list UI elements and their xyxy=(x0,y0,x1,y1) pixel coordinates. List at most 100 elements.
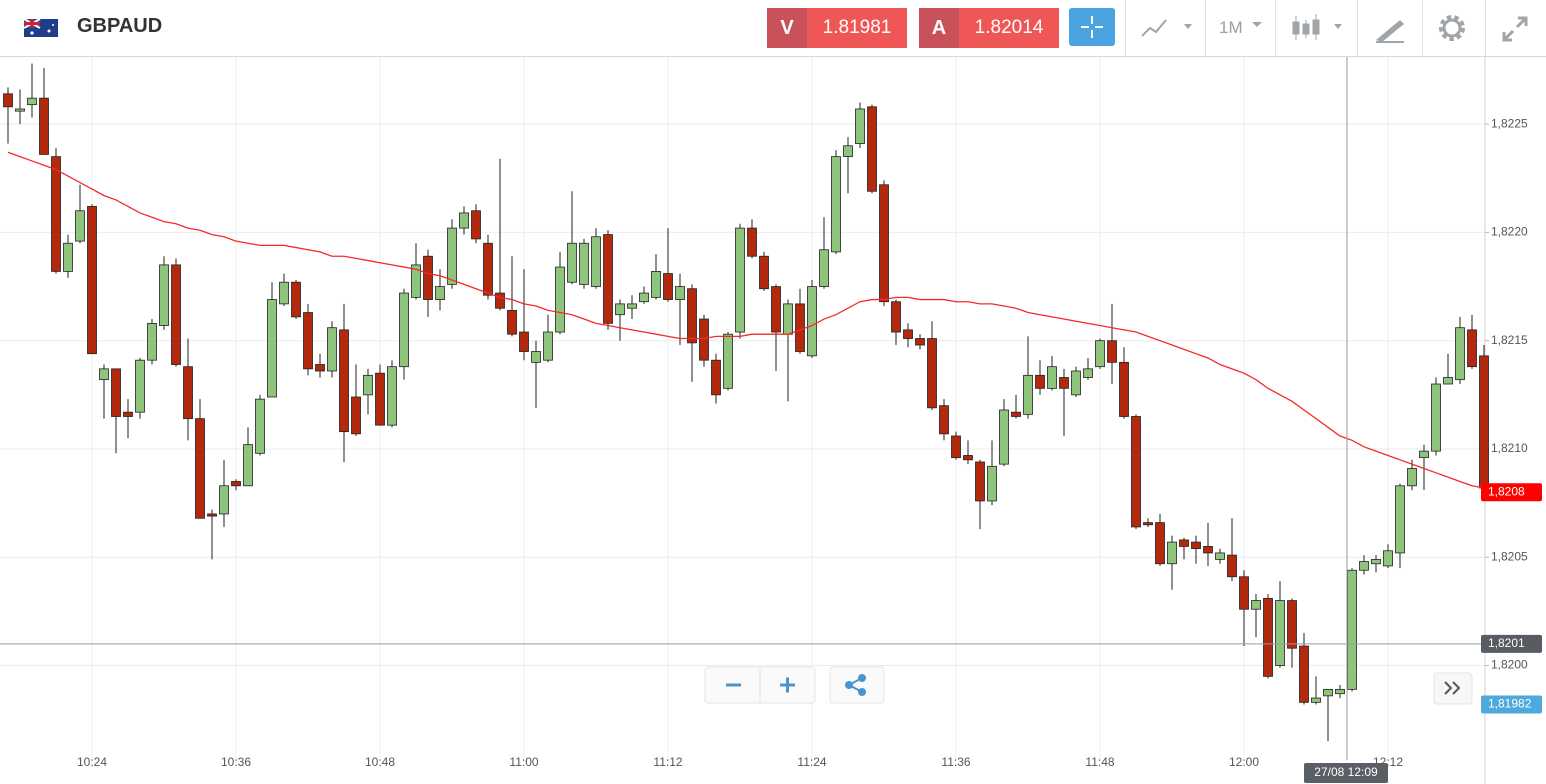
candle-body xyxy=(447,227,457,285)
candle-body xyxy=(843,145,853,158)
y-tick-label: 1,8215 xyxy=(1491,333,1528,347)
separator xyxy=(1125,0,1126,56)
candle-body xyxy=(111,368,121,417)
candle-body xyxy=(1383,550,1393,567)
candle-body xyxy=(1239,576,1249,610)
candle-body xyxy=(987,465,997,502)
settings-button[interactable] xyxy=(1437,13,1467,43)
candle-body xyxy=(339,329,349,433)
fullscreen-button[interactable] xyxy=(1500,14,1530,44)
candle-body xyxy=(1059,377,1069,389)
symbol: GBPAUD xyxy=(77,15,163,37)
candle-body xyxy=(963,455,973,461)
candle-body xyxy=(1131,416,1141,528)
buy-price: 1.82014 xyxy=(959,8,1059,48)
candle-body xyxy=(1407,468,1417,487)
candle-body xyxy=(75,210,85,242)
candle-body xyxy=(87,206,97,355)
price-badge xyxy=(1481,634,1542,653)
y-tick-label: 1,8225 xyxy=(1491,116,1528,130)
y-tick-label: 1,8200 xyxy=(1491,658,1528,672)
candle-body xyxy=(15,108,25,112)
x-tick-label: 10:36 xyxy=(221,755,251,769)
candle-body xyxy=(207,513,217,517)
y-tick-label: 1,8205 xyxy=(1491,549,1528,563)
candle-body xyxy=(231,481,241,487)
candle-body xyxy=(531,351,541,363)
separator xyxy=(1205,0,1206,56)
zoom-controls xyxy=(704,666,1473,705)
candle-body xyxy=(675,286,685,300)
candle-body xyxy=(1071,370,1081,396)
candle-body xyxy=(255,398,265,454)
x-tick-label: 11:00 xyxy=(509,755,538,769)
candle-body xyxy=(759,255,769,290)
scroll-right-button[interactable] xyxy=(1433,672,1473,705)
buy-button[interactable]: A 1.82014 xyxy=(919,8,1059,48)
candle-style-button[interactable] xyxy=(1290,12,1346,44)
crosshair-time-badge xyxy=(1304,763,1388,783)
candle-body xyxy=(1215,552,1225,560)
y-tick-label: 1,8210 xyxy=(1491,441,1528,455)
candle-body xyxy=(1023,374,1033,415)
price-badge-label: 1,8201 xyxy=(1488,636,1525,650)
crosshair-button[interactable] xyxy=(1069,8,1115,46)
timeframe-button[interactable]: 1M xyxy=(1219,18,1243,37)
candle-body xyxy=(795,303,805,352)
candle-body xyxy=(951,435,961,459)
candle-body xyxy=(1395,485,1405,554)
candle-body xyxy=(1107,340,1117,363)
candle-body xyxy=(1167,541,1177,565)
candle-body xyxy=(147,322,157,361)
price-badge-label: 1,81982 xyxy=(1488,697,1532,711)
candle-body xyxy=(123,411,133,417)
zoom-in-button[interactable] xyxy=(780,677,795,693)
chart-type-button[interactable] xyxy=(1140,16,1194,42)
sell-label: V xyxy=(767,8,807,48)
price-badge xyxy=(1481,483,1542,502)
drawing-tools-button[interactable] xyxy=(1374,14,1406,44)
candle-body xyxy=(291,281,301,318)
candle-body xyxy=(1359,561,1369,571)
x-tick-label: 11:12 xyxy=(653,755,682,769)
candle-body xyxy=(1143,522,1153,526)
candle-body xyxy=(1227,554,1237,578)
candle-body xyxy=(591,236,601,287)
candle-body xyxy=(411,264,421,298)
candle-body xyxy=(1479,355,1489,489)
share-button[interactable] xyxy=(829,666,885,704)
candle-body xyxy=(519,331,529,352)
candle-body xyxy=(1299,645,1309,703)
price-badge-label: 1,8208 xyxy=(1488,484,1525,498)
candle-body xyxy=(1287,600,1297,649)
candle-body xyxy=(459,212,469,229)
candle-body xyxy=(303,312,313,370)
candle-body xyxy=(627,303,637,309)
price-badge xyxy=(1481,695,1542,714)
candle-body xyxy=(1035,374,1045,389)
candle-body xyxy=(495,292,505,309)
scroll-right-icon xyxy=(1444,681,1461,695)
candle-body xyxy=(1443,377,1453,385)
candle-body xyxy=(1119,361,1129,417)
toolbar: GBPAUD V 1.81981 A 1.82014 1M xyxy=(0,0,1546,57)
candle-body xyxy=(819,249,829,287)
candle-body xyxy=(39,97,49,155)
separator xyxy=(1422,0,1423,56)
candle-body xyxy=(315,364,325,372)
candle-body xyxy=(327,327,337,372)
candle-body xyxy=(723,333,733,389)
candle-body xyxy=(399,292,409,368)
candle-body xyxy=(435,286,445,300)
candle-body xyxy=(507,309,517,335)
candle-body xyxy=(807,286,817,357)
candle-body xyxy=(1263,598,1273,677)
candle-body xyxy=(1083,368,1093,378)
sell-button[interactable]: V 1.81981 xyxy=(767,8,907,48)
candle-body xyxy=(1323,688,1333,697)
buy-label: A xyxy=(919,8,959,48)
candle-body xyxy=(555,266,565,333)
candle-body xyxy=(243,444,253,487)
candle-body xyxy=(1431,383,1441,452)
candle-body xyxy=(1203,546,1213,554)
